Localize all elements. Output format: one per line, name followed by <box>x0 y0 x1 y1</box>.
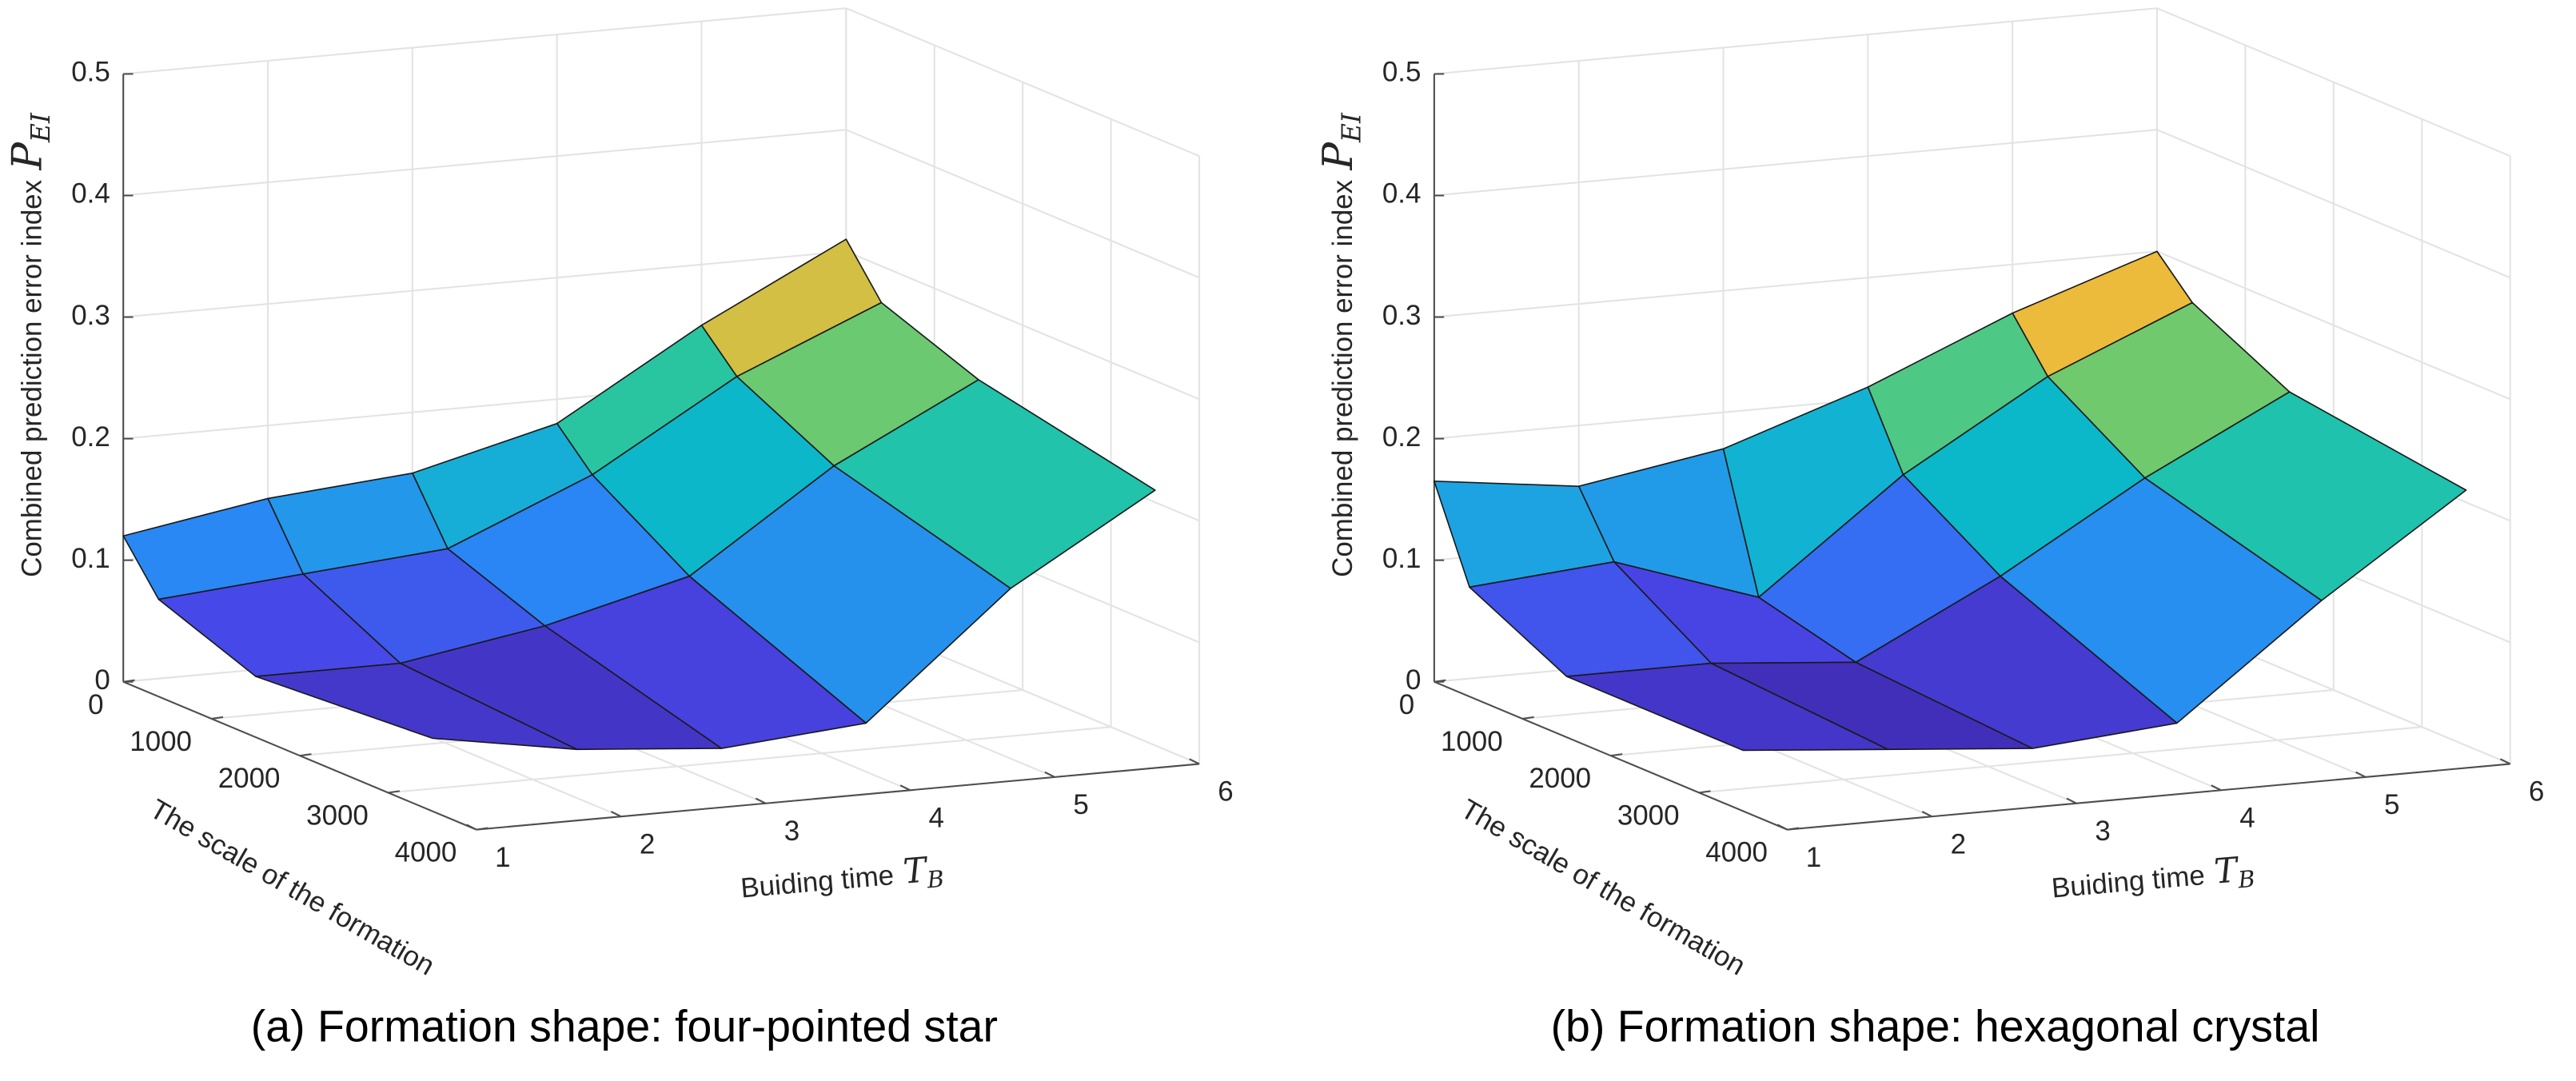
y-tick <box>1522 716 1534 720</box>
x-tick <box>899 784 911 792</box>
x-axis <box>1787 763 2510 831</box>
surface-face <box>255 662 578 751</box>
z-tick-label: 0.3 <box>1382 300 1422 331</box>
x-axis-label-text: Buiding time <box>2050 860 2206 904</box>
x-tick <box>1921 811 1932 818</box>
surface-face <box>1565 662 1889 752</box>
z-tick-label: 0.4 <box>71 178 110 209</box>
x-tick <box>1189 758 1200 765</box>
z-tick-label: 0.3 <box>71 300 110 331</box>
y-tick-label: 0 <box>1399 689 1414 720</box>
x-tick-label: 3 <box>2095 816 2110 847</box>
z-grid-line <box>123 7 847 75</box>
x-tick-label: 2 <box>1951 828 1966 860</box>
x-tick <box>755 797 767 804</box>
y-tick <box>123 679 135 683</box>
y-tick-label: 4000 <box>395 837 457 868</box>
y-tick <box>1787 827 1800 831</box>
x-tick <box>2211 784 2222 792</box>
y-tick <box>299 753 312 757</box>
x-tick-label: 2 <box>640 828 655 860</box>
x-tick <box>610 811 622 818</box>
y-tick <box>1434 679 1446 683</box>
x-tick-label: 1 <box>495 842 510 873</box>
x-tick <box>2499 758 2511 765</box>
z-axis-label-symbol: P <box>3 142 51 171</box>
chart-title: (a) Formation shape: four-pointed star <box>251 1002 998 1051</box>
y-tick-label: 3000 <box>306 800 369 831</box>
x-tick-label: 6 <box>2529 776 2544 808</box>
x-tick-label: 4 <box>929 803 944 834</box>
x-tick <box>2066 797 2077 804</box>
x-axis-label: Buiding time TB <box>739 849 945 910</box>
z-axis-label-symbol: P <box>1314 142 1362 171</box>
y-tick <box>1610 753 1623 757</box>
z-grid-line <box>1434 250 2158 318</box>
x-tick <box>1044 771 1055 778</box>
surface-chart: 0 0.1 0.2 0.3 0.4 0.5 1 2 3 4 5 6 0 1000 2000 3000 4000 C… <box>3 7 1234 1051</box>
z-axis-label: Combined prediction error index PEI <box>3 112 55 577</box>
y-tick-label: 2000 <box>1529 763 1591 794</box>
x-tick-label: 5 <box>2384 789 2399 820</box>
z-tick-label: 0.2 <box>1382 421 1422 453</box>
z-tick-label: 0 <box>94 664 110 696</box>
y-tick <box>476 827 488 831</box>
z-tick-label: 0.4 <box>1382 178 1422 209</box>
x-tick-label: 1 <box>1806 842 1821 873</box>
x-tick-label: 3 <box>784 816 800 847</box>
z-tick-label: 0.5 <box>71 57 110 88</box>
z-tick-label: 0 <box>1406 664 1421 696</box>
z-grid-line <box>1434 129 2158 197</box>
x-tick-label: 5 <box>1073 789 1088 820</box>
z-tick-label: 0.1 <box>71 543 110 574</box>
x-tick-label: 6 <box>1218 776 1233 808</box>
z-tick-label: 0.1 <box>1382 543 1422 574</box>
x-axis-label: Buiding time TB <box>2050 849 2256 910</box>
x-axis <box>476 763 1200 831</box>
x-tick-label: 4 <box>2239 803 2255 834</box>
x-tick <box>1776 824 1788 831</box>
z-grid-line <box>1434 7 2158 75</box>
y-tick-label: 1000 <box>1441 726 1503 757</box>
x-tick <box>2355 771 2367 778</box>
y-grid-line <box>388 726 1111 794</box>
z-tick-label: 0.5 <box>1382 57 1422 88</box>
surface-chart: 0 0.1 0.2 0.3 0.4 0.5 1 2 3 4 5 6 0 1000 2000 3000 4000 C… <box>1314 7 2544 1051</box>
z-axis-label-text: Combined prediction error index <box>16 179 47 576</box>
x-axis-label-text: Buiding time <box>740 860 895 904</box>
y-axis-label: The scale of the formation <box>1456 793 1751 982</box>
z-grid-line <box>123 250 847 318</box>
y-tick-label: 1000 <box>130 726 192 757</box>
z-tick-label: 0.2 <box>71 421 110 453</box>
x-axis-label-subscript: B <box>2236 865 2256 894</box>
y-tick-label: 3000 <box>1617 800 1680 831</box>
x-tick <box>466 824 477 831</box>
z-axis-label-text: Combined prediction error index <box>1327 179 1358 576</box>
y-tick-label: 2000 <box>218 763 281 794</box>
y-grid-line <box>1699 726 2422 794</box>
z-axis-label: Combined prediction error index PEI <box>1314 112 1366 577</box>
z-axis-label-subscript: EI <box>1335 112 1366 143</box>
z-axis-label-subscript: EI <box>25 112 56 143</box>
y-tick <box>1699 790 1711 794</box>
y-tick-label: 4000 <box>1705 837 1768 868</box>
y-axis-label: The scale of the formation <box>145 793 440 982</box>
y-tick <box>388 790 401 794</box>
y-tick <box>211 716 224 720</box>
x-axis-label-subscript: B <box>925 865 945 894</box>
z-grid-line <box>123 129 847 197</box>
chart-title: (b) Formation shape: hexagonal crystal <box>1551 1002 2320 1051</box>
y-tick-label: 0 <box>88 689 103 720</box>
